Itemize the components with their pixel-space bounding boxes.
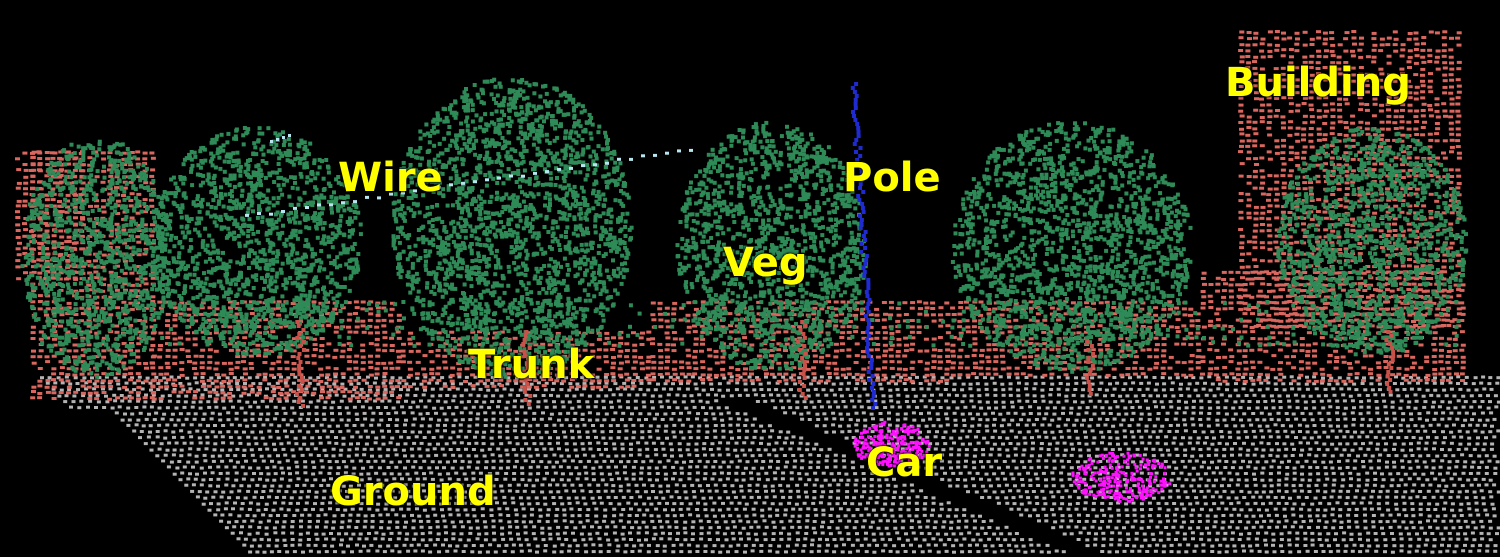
veg-label: Veg	[723, 243, 808, 283]
pole-label: Pole	[843, 158, 941, 198]
ground-points	[40, 375, 1500, 553]
wire-label: Wire	[338, 158, 443, 198]
ground-label: Ground	[330, 472, 496, 512]
trunk-label: Trunk	[468, 345, 594, 385]
building-label: Building	[1225, 63, 1411, 103]
pole-points	[851, 82, 878, 410]
car-label: Car	[866, 443, 942, 483]
